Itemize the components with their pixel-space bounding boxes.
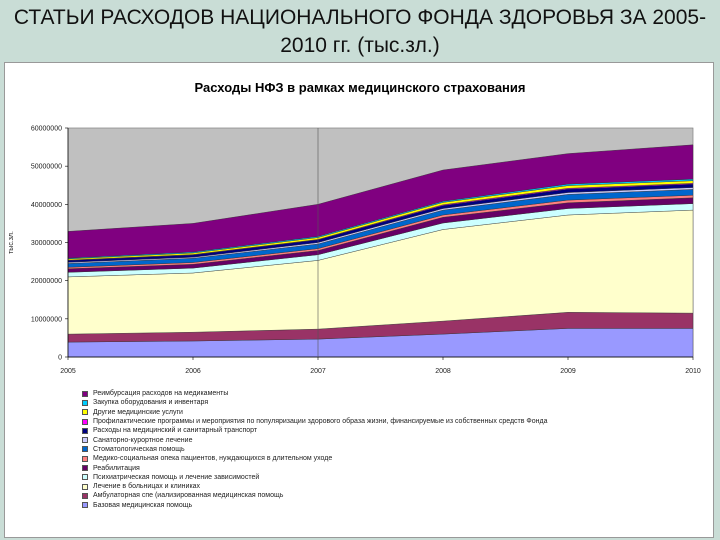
legend-item: Закупка оборудования и инвентаря: [82, 398, 702, 407]
legend-swatch: [82, 492, 88, 499]
legend-item: Расходы на медицинский и санитарный тран…: [82, 426, 702, 435]
legend-item: Амбулаторная спе (иализированная медицин…: [82, 491, 702, 500]
y-axis-label: тыс.зл.: [8, 231, 15, 254]
legend-item: Профилактические программы и мероприятия…: [82, 417, 702, 426]
legend-label: Реимбурсация расходов на медикаменты: [93, 390, 229, 398]
y-tick-label: 60000000: [31, 126, 62, 133]
legend-swatch: [82, 399, 88, 406]
legend-item: Базовая медицинская помощь: [82, 501, 702, 510]
legend-label: Санаторно-курортное лечение: [93, 436, 193, 444]
legend-swatch: [82, 455, 88, 462]
legend-item: Психиатрическая помощь и лечение зависим…: [82, 473, 702, 482]
legend-label: Амбулаторная спе (иализированная медицин…: [93, 492, 284, 500]
legend-label: Медико-социальная опека пациентов, нужда…: [93, 455, 333, 463]
legend-label: Психиатрическая помощь и лечение зависим…: [93, 473, 260, 481]
legend-label: Лечение в больницах и клиниках: [93, 483, 201, 491]
legend-label: Закупка оборудования и инвентаря: [93, 399, 209, 407]
legend-swatch: [82, 418, 88, 425]
x-tick-label: 2005: [60, 368, 76, 375]
legend-label: Расходы на медицинский и санитарный тран…: [93, 427, 258, 435]
legend-label: Реабилитация: [93, 464, 140, 472]
legend-swatch: [82, 409, 88, 416]
chart-title: Расходы НФЗ в рамках медицинского страхо…: [194, 80, 526, 95]
legend-label: Другие медицинские услуги: [93, 408, 183, 416]
x-tick-label: 2010: [685, 368, 701, 375]
legend-item: Реимбурсация расходов на медикаменты: [82, 389, 702, 398]
legend-swatch: [82, 502, 88, 509]
slide-title: СТАТЬИ РАСХОДОВ НАЦИОНАЛЬНОГО ФОНДА ЗДОР…: [13, 6, 707, 57]
x-tick-label: 2009: [560, 368, 576, 375]
y-tick-label: 20000000: [31, 278, 62, 285]
y-tick-label: 50000000: [31, 164, 62, 171]
y-tick-label: 30000000: [31, 240, 62, 247]
x-tick-label: 2008: [435, 368, 451, 375]
y-tick-label: 0: [58, 355, 62, 362]
legend-item: Реабилитация: [82, 463, 702, 472]
legend-label: Стоматологическая помощь: [93, 445, 185, 453]
legend-item: Другие медицинские услуги: [82, 408, 702, 417]
legend: Реимбурсация расходов на медикаменты Заку…: [82, 389, 702, 510]
legend-swatch: [82, 483, 88, 490]
y-tick-label: 10000000: [31, 316, 62, 323]
legend-swatch: [82, 465, 88, 472]
x-tick-label: 2007: [310, 368, 326, 375]
legend-item: Санаторно-курортное лечение: [82, 435, 702, 444]
legend-label: Профилактические программы и мероприятия…: [93, 418, 548, 426]
legend-label: Базовая медицинская помощь: [93, 501, 193, 509]
y-tick-label: 40000000: [31, 202, 62, 209]
legend-swatch: [82, 437, 88, 444]
legend-swatch: [82, 390, 88, 397]
legend-item: Стоматологическая помощь: [82, 445, 702, 454]
legend-swatch: [82, 446, 88, 453]
legend-item: Медико-социальная опека пациентов, нужда…: [82, 454, 702, 463]
legend-item: Лечение в больницах и клиниках: [82, 482, 702, 491]
legend-swatch: [82, 427, 88, 434]
x-tick-label: 2006: [185, 368, 201, 375]
legend-swatch: [82, 474, 88, 481]
